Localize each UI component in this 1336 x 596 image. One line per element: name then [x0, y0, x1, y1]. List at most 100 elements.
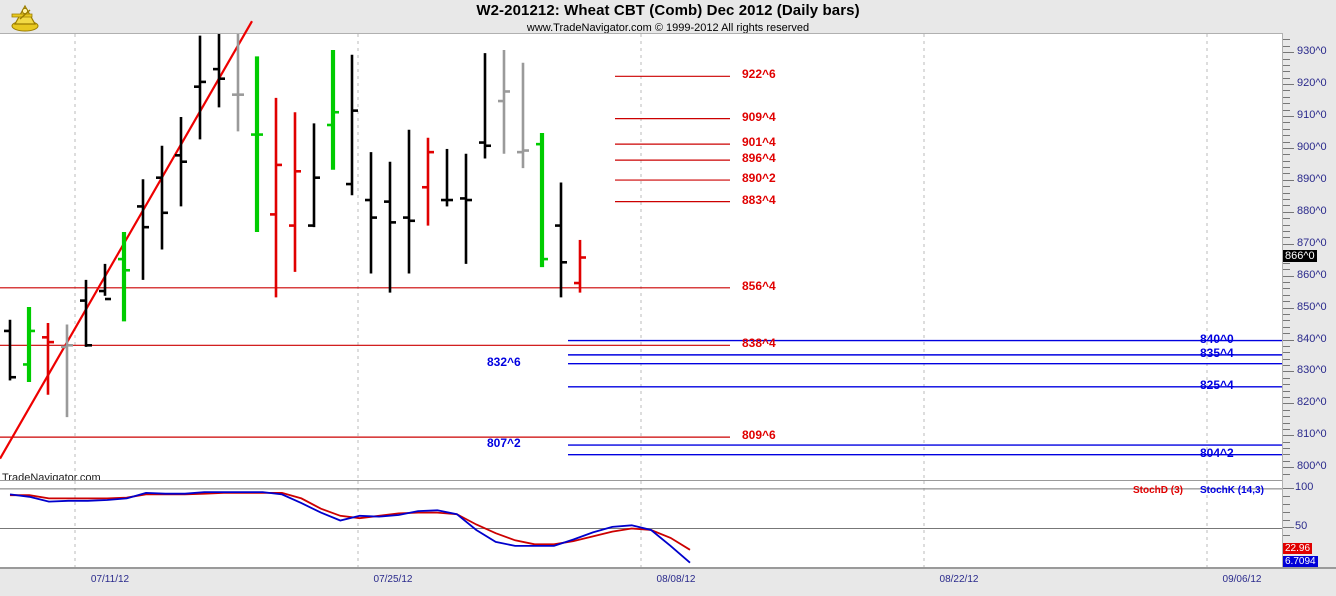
price-minor-tick [1283, 377, 1290, 379]
ohlc-bar[interactable] [213, 34, 225, 108]
price-minor-tick [1283, 326, 1290, 328]
ohlc-bar[interactable] [346, 54, 358, 196]
price-tick-910^0 [1283, 116, 1294, 117]
support-label-807^2: 807^2 [487, 436, 521, 451]
stochk-line[interactable] [9, 491, 691, 564]
stoch-minor-tick [1283, 487, 1290, 489]
ohlc-bar[interactable] [175, 117, 187, 207]
sextant-logo-icon [11, 4, 39, 32]
price-minor-tick [1283, 122, 1290, 124]
ohlc-bar[interactable] [4, 319, 16, 381]
price-tick-860^0 [1283, 275, 1294, 277]
ohlc-bar[interactable] [384, 161, 396, 293]
ohlc-bar[interactable] [498, 49, 510, 154]
price-tick-label-900^0: 900^0 [1297, 140, 1327, 153]
price-plot-svg [0, 20, 1282, 481]
price-tick-890^0 [1283, 179, 1294, 181]
ohlc-bar[interactable] [232, 34, 244, 132]
price-chart-pane[interactable]: TradeNavigator.com [0, 20, 1282, 484]
ohlc-bar[interactable] [422, 137, 434, 226]
price-tick-label-930^0: 930^0 [1297, 45, 1327, 58]
price-minor-tick [1283, 441, 1290, 443]
ohlc-bar[interactable] [23, 306, 35, 383]
price-tick-label-890^0: 890^0 [1297, 172, 1327, 185]
copyright-subtitle: www.TradeNavigator.com © 1999-2012 All r… [526, 22, 810, 34]
ohlc-bar[interactable] [289, 112, 301, 272]
ohlc-bar[interactable] [403, 129, 415, 274]
price-minor-tick [1283, 90, 1290, 92]
date-tick-label-07/11/12: 07/11/12 [90, 574, 130, 585]
ohlc-bar[interactable] [99, 263, 111, 301]
price-minor-tick [1283, 358, 1290, 360]
ohlc-bar[interactable] [555, 182, 567, 298]
price-minor-tick [1283, 269, 1290, 271]
ohlc-bar[interactable] [80, 279, 92, 347]
price-axis[interactable]: 930^0 920^0 910^0 900^0 890^0 880^0 870^0 860^0… [1282, 33, 1336, 567]
price-minor-tick [1283, 416, 1290, 418]
stochastic-pane[interactable] [0, 480, 1282, 568]
price-tick-880^0 [1283, 211, 1294, 213]
ohlc-bar[interactable] [517, 62, 529, 169]
ohlc-bar[interactable] [327, 49, 339, 170]
price-tick-label-850^0: 850^0 [1297, 300, 1327, 313]
stoch-minor-tick [1283, 503, 1290, 505]
ohlc-bar[interactable] [308, 123, 320, 228]
legend-stochd: StochD (3) [1133, 485, 1183, 496]
chart-header: W2-201212: Wheat CBT (Comb) Dec 2012 (Da… [0, 0, 1336, 34]
price-minor-tick [1283, 186, 1290, 188]
price-minor-tick [1283, 454, 1290, 456]
price-minor-tick [1283, 192, 1290, 194]
price-minor-tick [1283, 109, 1290, 111]
support-label-835^4: 835^4 [1200, 345, 1234, 360]
price-minor-tick [1283, 135, 1290, 137]
ohlc-bar[interactable] [479, 53, 491, 159]
price-minor-tick [1283, 77, 1290, 79]
stochd-line[interactable] [10, 491, 691, 551]
price-minor-tick [1283, 218, 1290, 220]
price-tick-850^0 [1283, 307, 1294, 309]
stoch-minor-tick [1283, 511, 1290, 513]
price-minor-tick [1283, 422, 1290, 424]
price-minor-tick [1283, 288, 1290, 290]
date-tick-label-08/08/12: 08/08/12 [656, 574, 696, 585]
price-minor-tick [1283, 390, 1290, 392]
price-minor-tick [1283, 301, 1290, 303]
price-minor-tick [1283, 333, 1290, 335]
last-price-tag: 866^0 [1283, 249, 1317, 262]
price-minor-tick [1283, 365, 1290, 367]
ohlc-bar[interactable] [574, 239, 586, 293]
price-tick-label-840^0: 840^0 [1297, 332, 1327, 345]
price-minor-tick [1283, 96, 1290, 98]
resistance-label-922^6: 922^6 [742, 67, 776, 82]
ohlc-bar[interactable] [118, 231, 130, 322]
price-minor-tick [1283, 224, 1290, 226]
stoch-minor-tick [1283, 495, 1290, 497]
date-axis[interactable]: 07/11/12 07/25/12 08/08/12 08/22/12 09/06/12 [0, 567, 1336, 596]
price-tick-800^0 [1283, 467, 1294, 469]
price-minor-tick [1283, 282, 1290, 284]
resistance-label-909^4: 909^4 [742, 109, 776, 124]
stoch-tick-label-50: 50 [1295, 520, 1308, 533]
ohlc-bar[interactable] [460, 153, 472, 264]
ohlc-bar[interactable] [251, 56, 263, 232]
price-tick-label-810^0: 810^0 [1297, 428, 1327, 441]
ohlc-bar[interactable] [536, 132, 548, 268]
price-minor-tick [1283, 409, 1290, 411]
ohlc-bar[interactable] [42, 322, 54, 395]
ohlc-bar[interactable] [270, 97, 282, 298]
price-minor-tick [1283, 313, 1290, 315]
ohlc-bar[interactable] [61, 324, 73, 418]
price-minor-tick [1283, 39, 1290, 41]
ohlc-bar[interactable] [156, 145, 168, 250]
price-minor-tick [1283, 460, 1290, 462]
price-tick-label-860^0: 860^0 [1297, 268, 1327, 281]
price-minor-tick [1283, 262, 1290, 264]
stochastic-plot-svg [0, 481, 1282, 568]
ohlc-bar[interactable] [194, 35, 206, 140]
ohlc-bar[interactable] [365, 152, 377, 274]
resistance-label-856^4: 856^4 [742, 278, 776, 293]
ohlc-bar[interactable] [137, 179, 149, 280]
ohlc-bar[interactable] [441, 148, 453, 207]
price-tick-920^0 [1283, 84, 1294, 86]
